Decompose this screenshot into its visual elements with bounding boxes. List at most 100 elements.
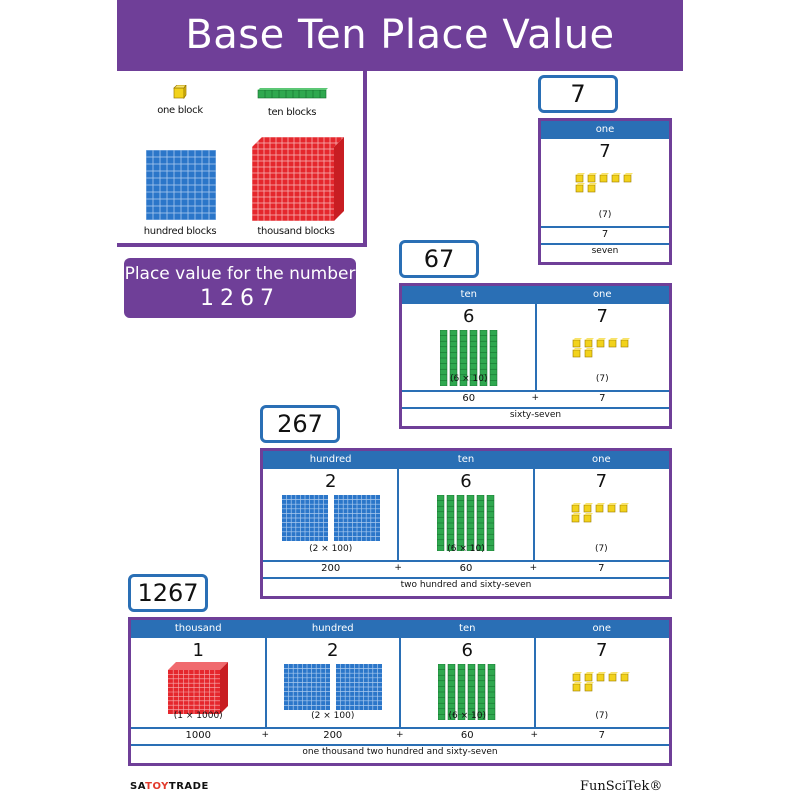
number-box: 7 [538,75,618,113]
one-blocks-icon [572,503,630,523]
column-divider [264,638,267,727]
plus-sign: + [530,730,539,740]
digit-one: 7 [595,471,608,492]
divider [131,744,669,746]
column-header-one: one [592,289,612,300]
column-divider [397,469,400,560]
multiplication-one: (7) [594,544,608,554]
value-one: 7 [598,730,605,741]
multiplication-hundred: (2 × 100) [311,711,355,721]
value-ten: 60 [460,730,474,741]
column-divider [533,638,536,727]
column-header-thousand: thousand [174,623,222,634]
divider [263,577,669,579]
place-value-panel: ten one 6 (6 × 10) 7 (7) 60 7 + sixty-seven [399,283,672,429]
value-one: 7 [598,563,605,574]
digit-one: 7 [599,141,611,162]
digit-one: 7 [596,306,608,327]
number-in-words: one thousand two hundred and sixty-seven [302,747,498,757]
ten-block-icon [257,88,328,99]
divider [541,226,669,228]
number-box: 1267 [128,574,208,612]
digit-ten: 6 [463,306,475,327]
number-in-words: seven [591,246,619,256]
plus-sign: + [396,730,404,740]
digit-thousand: 1 [192,640,204,661]
multiplication-ten: (6 × 10) [450,374,488,384]
one-blocks-icon [572,672,630,692]
legend-box: one block ten blocks hundred blocks thou… [117,71,367,247]
digit-hundred: 2 [324,471,337,492]
hundred-blocks-icon [281,495,380,541]
value-thousand: 1000 [185,730,211,741]
value-ten: 60 [459,563,473,574]
column-divider [399,638,401,727]
column-header-row: hundred ten one [263,451,669,469]
multiplication-one: (7) [595,711,609,721]
column-divider [534,304,537,390]
digit-ten: 6 [460,471,472,492]
divider [263,560,669,562]
column-header-one: one [595,124,615,135]
ten-blocks-label: ten blocks [267,107,317,118]
column-header-ten: ten [459,623,476,634]
multiplication-ten: (6 × 10) [447,544,485,554]
place-value-number: 1267 [200,286,280,311]
plus-sign: + [261,730,270,740]
value-hundred: 200 [321,563,341,574]
divider [131,727,669,729]
one-block-icon [173,85,187,99]
multiplication-hundred: (2 × 100) [309,544,353,554]
ten-blocks-icon [437,495,495,551]
column-header-ten: ten [457,454,475,465]
plus-sign: + [531,393,540,403]
place-value-panel: thousand hundred ten one 1 (1 × 1000) 2 (2 × 10… [128,617,672,766]
column-header-hundred: hundred [311,623,354,634]
sa-toy-trade-logo: SATOYTRADE [130,781,209,792]
divider [402,407,669,409]
hundred-blocks-icon [283,664,382,710]
column-header-row: thousand hundred ten one [131,620,669,638]
plus-sign: + [394,563,402,573]
digit-hundred: 2 [327,640,339,661]
ten-blocks-icon [438,664,496,720]
place-value-panel: hundred ten one 2 (2 × 100) 6 (6 × 10) 7 (7) 200 6… [260,448,672,599]
one-blocks-icon [572,338,631,358]
place-value-banner: Place value for the number 1267 [124,258,356,318]
column-header-row: ten one [402,286,669,304]
ten-blocks-icon [439,330,497,386]
place-value-heading: Place value for the number [124,264,356,284]
column-header-one: one [592,454,611,465]
divider [541,243,669,245]
digit-ten: 6 [461,640,473,661]
value-hundred: 200 [323,730,343,741]
multiplication-one: (7) [598,210,612,220]
multiplication-thousand: (1 × 1000) [173,711,223,721]
number-in-words: two hundred and sixty-seven [400,580,532,590]
thousand-blocks-label: thousand blocks [257,226,335,237]
multiplication-one: (7) [595,374,609,384]
page-title: Base Ten Place Value [117,0,683,71]
divider [402,390,669,392]
thousand-blocks-icon [168,662,229,714]
one-blocks-icon [575,173,633,193]
value-one: 7 [601,229,609,240]
column-header-hundred: hundred [309,454,352,465]
value-one: 7 [599,393,606,404]
column-divider [532,469,535,560]
one-block-label: one block [157,105,203,116]
column-header-one: one [592,623,612,634]
plus-sign: + [529,563,538,573]
hundred-block-icon [146,150,216,220]
column-header-ten: ten [460,289,477,300]
value-ten: 60 [462,393,476,404]
funscitek-logo: FunSciTek® [580,779,663,794]
thousand-block-icon [252,137,344,221]
column-header-row: one [541,121,669,139]
number-box: 67 [399,240,479,278]
number-box: 267 [260,405,340,443]
place-value-panel: one 7 (7) 7 seven [538,118,672,265]
hundred-blocks-label: hundred blocks [143,226,217,237]
number-in-words: sixty-seven [509,410,562,420]
multiplication-ten: (6 × 10) [448,711,486,721]
